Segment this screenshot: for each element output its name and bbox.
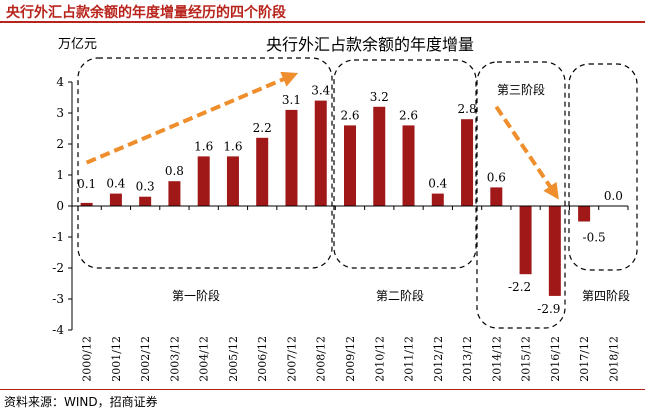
x-tick-label: 2016/12 (549, 336, 562, 382)
header-divider (0, 21, 645, 23)
stage-box (333, 59, 477, 269)
bars (80, 100, 591, 296)
x-tick-label: 2017/12 (578, 336, 591, 382)
stage-label: 第三阶段 (497, 82, 545, 97)
chart-title: 央行外汇占款余额的年度增量 (266, 35, 474, 54)
data-label: 2.6 (399, 108, 418, 122)
data-label: 1.6 (194, 139, 213, 153)
page-title: 央行外汇占款余额的年度增量经历的四个阶段 (6, 5, 286, 21)
stage-label: 第四阶段 (582, 288, 630, 303)
bar (373, 106, 386, 206)
x-tick-label: 2008/12 (315, 336, 328, 382)
bar (80, 202, 93, 206)
data-label: -2.9 (537, 302, 560, 316)
bar (519, 206, 532, 275)
stage-label: 第二阶段 (376, 288, 424, 303)
data-label: 3.1 (282, 93, 301, 107)
bar (578, 206, 591, 222)
data-label: 0.6 (487, 170, 506, 184)
y-tick-label: 1 (56, 168, 64, 182)
x-tick-label: 2014/12 (490, 336, 503, 382)
x-tick-label: 2001/12 (110, 336, 123, 382)
bar (490, 187, 503, 206)
data-label: 3.4 (311, 84, 330, 98)
bar (168, 181, 181, 206)
x-tick-label: 2002/12 (139, 336, 152, 382)
stage-box (77, 57, 333, 269)
data-label: -0.5 (583, 231, 606, 245)
bar (109, 193, 122, 206)
data-label: 0.0 (604, 189, 623, 203)
data-label: 2.2 (253, 121, 272, 135)
x-tick-label: 2015/12 (520, 336, 533, 382)
y-tick-label: 4 (56, 75, 64, 89)
stage-box (476, 61, 566, 329)
data-label: 2.8 (458, 102, 477, 116)
bar (461, 119, 474, 206)
y-tick-label: -3 (52, 292, 64, 306)
bar (402, 125, 415, 206)
y-tick-label: -2 (52, 261, 64, 275)
y-axis-unit-label: 万亿元 (58, 37, 97, 52)
bar (197, 156, 210, 206)
x-tick-label: 2005/12 (227, 336, 240, 382)
bar (139, 196, 152, 206)
bar (548, 206, 561, 296)
data-label: -2.2 (508, 280, 531, 294)
y-tick-label: 0 (56, 199, 64, 213)
trend-arrow (85, 71, 299, 165)
x-tick-label: 2000/12 (81, 336, 94, 382)
axes (68, 81, 629, 331)
x-tick-label: 2003/12 (168, 336, 181, 382)
y-tick-label: -1 (52, 230, 64, 244)
bar (285, 109, 298, 206)
data-label: 1.6 (223, 139, 242, 153)
data-label: 0.3 (136, 180, 155, 194)
x-tick-label: 2012/12 (432, 336, 445, 382)
stage-box (568, 63, 638, 271)
data-label: 0.4 (106, 177, 125, 191)
x-tick-label: 2006/12 (256, 336, 269, 382)
trend-arrow (494, 105, 559, 200)
footer-divider (0, 389, 645, 390)
data-label: 2.6 (340, 108, 359, 122)
x-tick-label: 2010/12 (373, 336, 386, 382)
x-tick-label: 2004/12 (198, 336, 211, 382)
trend-arrows (85, 71, 559, 200)
data-label: 0.1 (77, 177, 96, 191)
data-label: 0.4 (428, 177, 447, 191)
bar (314, 100, 327, 206)
source-note: 资料来源：WIND，招商证券 (4, 395, 158, 409)
bar (431, 193, 444, 206)
bar (226, 156, 239, 206)
y-tick-label: -4 (52, 323, 64, 337)
bar (256, 137, 269, 206)
stage-label: 第一阶段 (172, 288, 220, 303)
data-label: 3.2 (370, 90, 389, 104)
x-tick-label: 2013/12 (461, 336, 474, 382)
x-tick-label: 2007/12 (285, 336, 298, 382)
x-tick-label: 2018/12 (607, 336, 620, 382)
x-tick-label: 2011/12 (403, 336, 416, 382)
stage-boxes (77, 57, 638, 329)
x-tick-label: 2009/12 (344, 336, 357, 382)
y-tick-label: 2 (56, 137, 64, 151)
data-label: 0.8 (165, 164, 184, 178)
bar (344, 125, 356, 206)
y-tick-label: 3 (56, 106, 64, 120)
